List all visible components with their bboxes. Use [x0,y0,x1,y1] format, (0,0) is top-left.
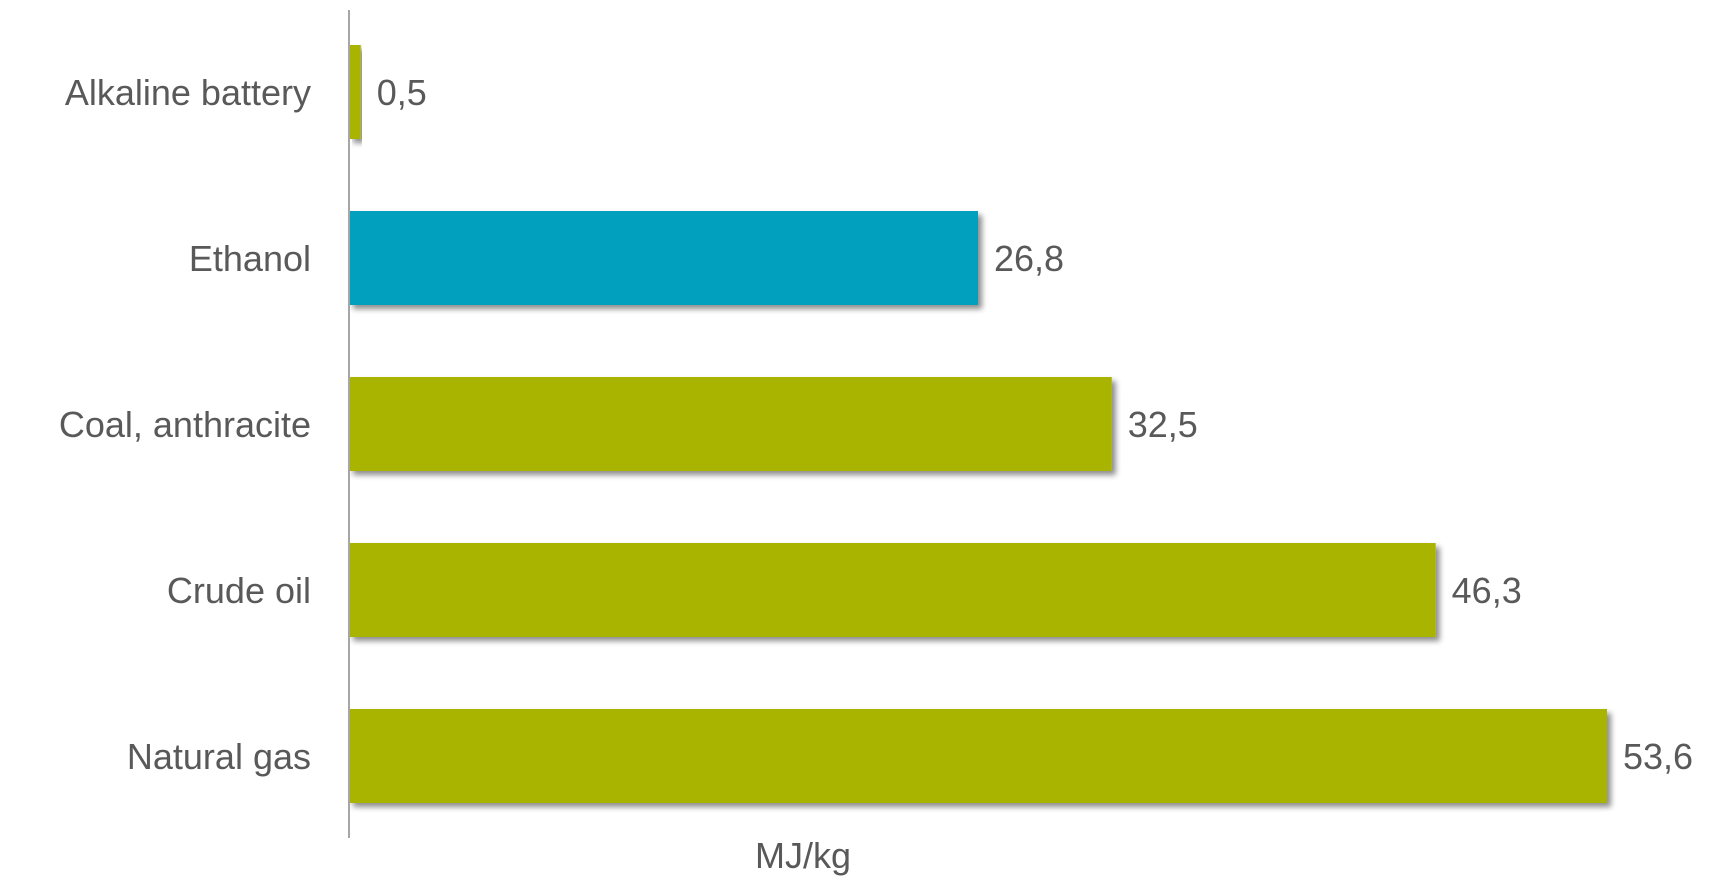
x-axis-title: MJ/kg [755,835,851,876]
value-label-crude-oil: 46,3 [1452,570,1522,611]
category-label-crude-oil: Crude oil [167,570,311,611]
value-label-alkaline-battery: 0,5 [377,72,427,113]
category-label-ethanol: Ethanol [189,238,311,279]
category-label-natural-gas: Natural gas [127,736,311,777]
labels-group: Alkaline battery 0,5 Ethanol 26,8 Coal, anth… [59,72,1693,777]
bar-ethanol [349,211,978,305]
value-label-ethanol: 26,8 [994,238,1064,279]
bar-natural-gas [349,709,1607,803]
bar-crude-oil [349,543,1436,637]
category-label-alkaline-battery: Alkaline battery [65,72,311,113]
bar-alkaline-battery [349,45,361,139]
value-label-natural-gas: 53,6 [1623,736,1693,777]
value-label-coal-anthracite: 32,5 [1128,404,1198,445]
category-label-coal-anthracite: Coal, anthracite [59,404,311,445]
bar-coal-anthracite [349,377,1112,471]
bars-group [349,45,1607,803]
